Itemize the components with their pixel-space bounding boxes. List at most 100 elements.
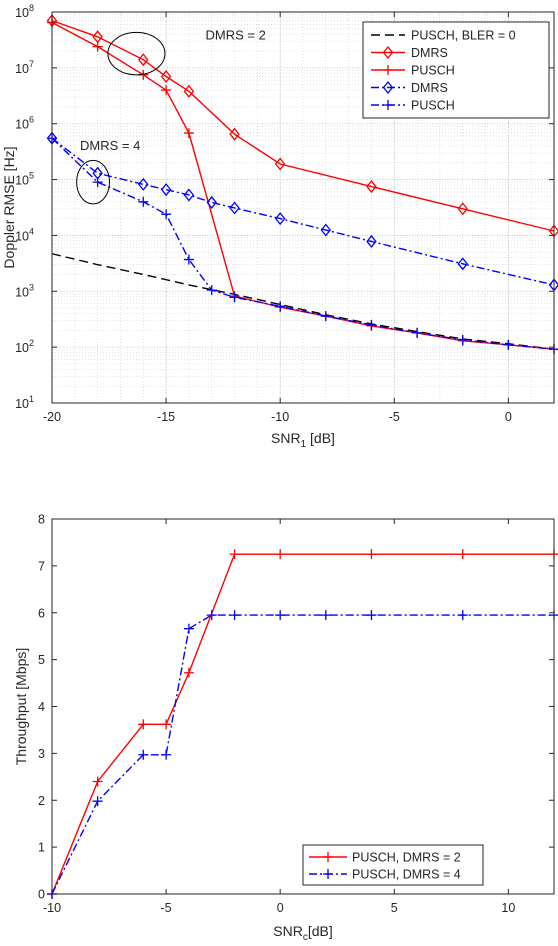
rmse-data-point [229, 292, 240, 303]
rmse-data-point [206, 195, 217, 209]
rmse-data-point [275, 301, 286, 312]
rmse-y-tick-label: 106 [15, 115, 34, 132]
throughput-x-tick-label: 10 [501, 901, 515, 915]
throughput-data-point [275, 610, 286, 621]
throughput-data-point [92, 776, 103, 787]
throughput-y-tick-label: 5 [38, 653, 45, 667]
throughput-data-point [457, 610, 468, 621]
rmse-data-point [274, 157, 286, 171]
throughput-data-point [206, 610, 217, 621]
rmse-y-tick-label: 108 [15, 3, 34, 20]
rmse-data-point [183, 84, 195, 98]
rmse-data-point [366, 319, 377, 330]
throughput-data-point [366, 610, 377, 621]
rmse-legend: PUSCH, BLER = 0 DMRS PUSCH DMRS PUSCH [362, 21, 550, 119]
rmse-data-point [183, 254, 194, 265]
rmse-data-point [138, 177, 149, 191]
rmse-series-0 [51, 253, 555, 350]
rmse-x-tick-label: -10 [271, 410, 289, 424]
rmse-y-tick-label: 101 [15, 394, 34, 411]
rmse-data-point [138, 196, 149, 207]
throughput-data-point [366, 549, 377, 560]
rmse-legend-marker [383, 100, 393, 110]
rmse-data-point [206, 285, 217, 296]
rmse-data-point [138, 53, 149, 67]
rmse-data-point [161, 209, 172, 220]
throughput-y-tick-label: 2 [38, 794, 45, 808]
throughput-data-point [457, 549, 468, 560]
throughput-data-point [138, 749, 149, 760]
rmse-y-tick-label: 102 [15, 338, 34, 355]
rmse-data-point [229, 201, 240, 215]
throughput-data-point [92, 796, 103, 807]
rmse-data-point [366, 234, 377, 248]
throughput-data-point [183, 667, 194, 678]
rmse-series-1 [46, 14, 558, 238]
rmse-legend-label: PUSCH, BLER = 0 [411, 29, 516, 43]
rmse-legend-marker [383, 65, 393, 75]
rmse-series-line [51, 19, 555, 232]
rmse-data-point [366, 180, 377, 194]
throughput-x-tick-label: -5 [161, 901, 172, 915]
throughput-x-tick-label: 5 [391, 901, 398, 915]
throughput-data-point [229, 549, 240, 560]
rmse-annotation-text: DMRS = 4 [80, 138, 140, 153]
rmse-data-point [457, 334, 468, 345]
rmse-x-tick-label: 0 [505, 410, 512, 424]
throughput-plot-area [52, 519, 554, 894]
throughput-data-point [161, 749, 172, 760]
rmse-annotation-ellipse [107, 31, 166, 76]
rmse-legend-marker [382, 45, 394, 60]
rmse-series-line [51, 253, 555, 350]
throughput-data-point [161, 719, 172, 730]
throughput-legend: PUSCH, DMRS = 2 PUSCH, DMRS = 4 [302, 844, 484, 886]
throughput-data-point [138, 719, 149, 730]
rmse-data-point [320, 311, 331, 322]
rmse-data-point [229, 127, 240, 141]
throughput-y-tick-label: 6 [38, 606, 45, 620]
throughput-legend-box [302, 844, 484, 886]
rmse-x-tick-label: -15 [157, 410, 175, 424]
rmse-legend-label: PUSCH [411, 99, 455, 113]
rmse-y-tick-label: 103 [15, 282, 34, 299]
rmse-axes-box [51, 11, 555, 404]
rmse-x-axis-label: SNR1 [dB] [271, 430, 335, 450]
throughput-y-axis-label: Throughput [Mbps] [13, 648, 29, 766]
throughput-chart: -10 -5 0 5 10 0 1 2 3 4 5 6 7 8 SNRc[dB] Throughput [Mb… [13, 513, 558, 943]
throughput-y-tick-label: 1 [38, 841, 45, 855]
rmse-data-point [92, 177, 103, 188]
throughput-legend-marker [323, 869, 333, 879]
rmse-y-tick-label: 104 [15, 226, 34, 243]
rmse-legend-label: DMRS [411, 81, 448, 95]
rmse-series-3 [46, 131, 558, 292]
rmse-chart: DMRS = 2 DMRS = 4 -20 -15 -10 -5 0 101 102 103 104… [1, 3, 558, 450]
throughput-series-line [51, 614, 554, 895]
rmse-data-point [274, 212, 286, 226]
throughput-data-point [183, 623, 194, 634]
rmse-data-point [92, 41, 103, 52]
throughput-x-tick-label: -10 [43, 901, 61, 915]
throughput-y-tick-label: 7 [38, 559, 45, 573]
throughput-y-tick-label: 0 [38, 888, 45, 902]
rmse-annotation-ellipse [76, 159, 111, 205]
rmse-x-tick-label: -20 [43, 410, 61, 424]
rmse-series-line [51, 137, 555, 350]
rmse-data-point [457, 202, 468, 216]
rmse-x-tick-label: -5 [389, 410, 400, 424]
rmse-series-line [51, 137, 555, 286]
rmse-y-tick-label: 105 [15, 171, 34, 188]
rmse-data-point [320, 223, 332, 237]
rmse-legend-marker [382, 80, 394, 95]
rmse-data-point [161, 85, 172, 96]
rmse-y-axis-label: Doppler RMSE [Hz] [1, 146, 17, 268]
rmse-data-point [183, 188, 195, 202]
throughput-data-point [320, 610, 331, 621]
throughput-y-tick-label: 8 [38, 513, 45, 527]
throughput-x-tick-label: 0 [277, 901, 284, 915]
rmse-legend-label: PUSCH [411, 64, 455, 78]
rmse-data-point [503, 339, 514, 350]
throughput-legend-label: PUSCH, DMRS = 4 [352, 868, 461, 882]
rmse-data-point [457, 257, 468, 271]
throughput-legend-label: PUSCH, DMRS = 2 [352, 851, 461, 865]
